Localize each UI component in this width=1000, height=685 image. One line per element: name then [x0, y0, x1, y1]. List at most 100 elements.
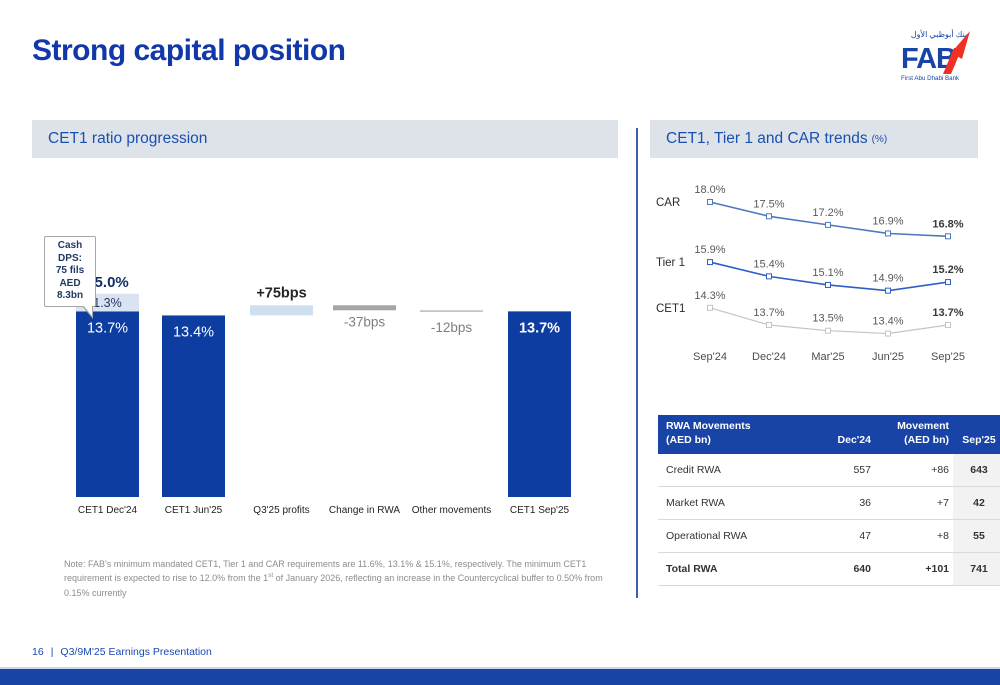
- trend-point-marker: [707, 304, 713, 311]
- footnote-superscript: st: [268, 572, 274, 580]
- trend-point-marker: [885, 230, 891, 237]
- trend-point-marker: [825, 327, 831, 334]
- right-panel-header: CET1, Tier 1 and CAR trends (%): [650, 120, 978, 158]
- trend-x-label: Sep'24: [693, 351, 727, 363]
- bar-segment-label: 1.3%: [93, 296, 122, 310]
- delta-label: -37bps: [344, 314, 386, 329]
- rwa-table-cell: Credit RWA: [658, 454, 806, 488]
- rwa-table-cell: 640: [806, 552, 887, 587]
- trend-point-label: 13.5%: [812, 313, 843, 325]
- rwa-table-cell: 47: [806, 519, 887, 554]
- cash-dps-callout: Cash DPS: 75 fils AED 8.3bn: [44, 236, 96, 318]
- trend-point-label: 15.2%: [932, 264, 963, 276]
- trend-point-label: 18.0%: [694, 184, 725, 196]
- waterfall-chart: 13.7% 1.3% 15.0% CET1 Dec'24 13.4% CET1 Jun'2…: [76, 274, 571, 516]
- rwa-table-row: Market RWA 36 +7 42: [658, 486, 1000, 521]
- trend-point-label: 15.4%: [753, 258, 784, 270]
- trend-point-label: 13.7%: [932, 307, 963, 319]
- page-title: Strong capital position: [32, 34, 346, 67]
- trend-point-marker: [825, 221, 831, 228]
- fab-logo-subtitle: First Abu Dhabi Bank: [901, 75, 960, 82]
- trend-point-label: 15.1%: [812, 267, 843, 279]
- trend-point-marker: [945, 279, 951, 286]
- footer-label: Q3/9M'25 Earnings Presentation: [60, 646, 212, 658]
- waterfall-category-label: CET1 Jun'25: [165, 505, 223, 516]
- trend-x-label: Dec'24: [752, 351, 786, 363]
- rwa-table-cell: +8: [887, 519, 953, 554]
- rwa-table-cell: +86: [887, 454, 953, 488]
- rwa-table-head: RWA Movements (AED bn) Dec'24 Movement (AED …: [658, 415, 1000, 455]
- trend-point-marker: [766, 321, 772, 328]
- rwa-table-cell: 557: [806, 454, 887, 488]
- callout-line: Cash DPS:: [57, 240, 83, 264]
- callout-line: 75 fils: [55, 265, 85, 276]
- waterfall-category-label: Other movements: [412, 505, 491, 516]
- fab-logo-arabic: بنك أبوظبي الأول: [911, 28, 967, 39]
- trend-point-marker: [707, 259, 713, 266]
- waterfall-bar-segment: [508, 311, 571, 497]
- waterfall-bar-segment: [76, 311, 139, 497]
- footnote-text-2: of January 2026, reflecting an increase …: [64, 573, 603, 598]
- trend-point-label: 17.5%: [753, 198, 784, 210]
- waterfall-bar-segment: [162, 315, 225, 497]
- rwa-table-row: Total RWA 640 +101 741: [658, 552, 1000, 587]
- bar-value-label: 13.4%: [173, 324, 214, 340]
- trend-point-label: 14.9%: [872, 273, 903, 285]
- rwa-column-header: Sep'25: [953, 415, 1000, 455]
- trend-chart: 18.0% 17.5% 17.2% 16.9% 16.8% CAR 15.9% 15.4% 15…: [656, 184, 965, 363]
- waterfall-category-label: CET1 Sep'25: [510, 505, 570, 516]
- rwa-table-header-row: RWA Movements (AED bn) Dec'24 Movement (AED …: [658, 415, 1000, 455]
- rwa-table-cell: 42: [953, 486, 1000, 521]
- trend-x-label: Sep'25: [931, 351, 965, 363]
- bar-total-label: 15.0%: [86, 274, 129, 291]
- footnote: Note: FAB's minimum mandated CET1, Tier …: [64, 557, 612, 600]
- waterfall-category-label: CET1 Dec'24: [78, 505, 138, 516]
- trend-series-name: CET1: [656, 303, 685, 315]
- left-panel-header: CET1 ratio progression: [32, 120, 618, 158]
- rwa-table-cell: Operational RWA: [658, 519, 806, 554]
- rwa-table-cell: 643: [953, 454, 1000, 488]
- trend-point-label: 13.4%: [872, 316, 903, 328]
- bottom-accent-bar: [0, 667, 1000, 685]
- trend-point-label: 13.7%: [753, 307, 784, 319]
- waterfall-category-label: Change in RWA: [329, 505, 400, 516]
- trend-point-marker: [885, 330, 891, 337]
- trend-point-marker: [945, 321, 951, 328]
- trend-point-marker: [885, 287, 891, 294]
- rwa-column-header: Movement (AED bn): [887, 415, 953, 455]
- rwa-table-cell: Market RWA: [658, 486, 806, 521]
- trend-point-label: 16.9%: [872, 215, 903, 227]
- trend-point-label: 14.3%: [694, 290, 725, 302]
- page-number: 16: [32, 646, 44, 658]
- trend-series-name: Tier 1: [656, 257, 685, 269]
- trend-x-label: Jun'25: [872, 351, 904, 363]
- panel-divider: [636, 128, 638, 598]
- left-panel-header-label: CET1 ratio progression: [48, 130, 208, 147]
- rwa-table-body: Credit RWA 557 +86 643 Market RWA 36 +7 42 Opera…: [658, 454, 1000, 587]
- trend-point-marker: [945, 233, 951, 240]
- trend-series-name: CAR: [656, 197, 680, 209]
- waterfall-delta-bar: [250, 305, 313, 316]
- delta-label: +75bps: [256, 285, 306, 301]
- right-panel-header-label: CET1, Tier 1 and CAR trends: [666, 130, 868, 147]
- rwa-table-cell: Total RWA: [658, 552, 806, 587]
- footnote-text-1: Note: FAB's minimum mandated CET1, Tier …: [64, 559, 587, 584]
- trend-point-marker: [766, 273, 772, 280]
- waterfall-delta-bar: [333, 305, 396, 311]
- fab-logo: بنك أبوظبي الأول FAB First Abu Dhabi Ban…: [901, 28, 970, 82]
- rwa-table-cell: +7: [887, 486, 953, 521]
- rwa-movements-table: RWA Movements (AED bn) Dec'24 Movement (AED …: [658, 415, 1000, 587]
- rwa-column-header: Dec'24: [806, 415, 887, 455]
- footer-separator: |: [50, 646, 54, 658]
- right-panel-header-unit: (%): [871, 133, 888, 145]
- rwa-table-cell: +101: [887, 552, 953, 587]
- delta-label: -12bps: [431, 320, 473, 335]
- trend-point-label: 17.2%: [812, 207, 843, 219]
- trend-point-label: 15.9%: [694, 244, 725, 256]
- rwa-table-row: Credit RWA 557 +86 643: [658, 454, 1000, 488]
- rwa-table-cell: 36: [806, 486, 887, 521]
- waterfall-category-label: Q3'25 profits: [253, 505, 309, 516]
- bar-value-label: 13.7%: [87, 320, 128, 336]
- trend-x-label: Mar'25: [811, 351, 844, 363]
